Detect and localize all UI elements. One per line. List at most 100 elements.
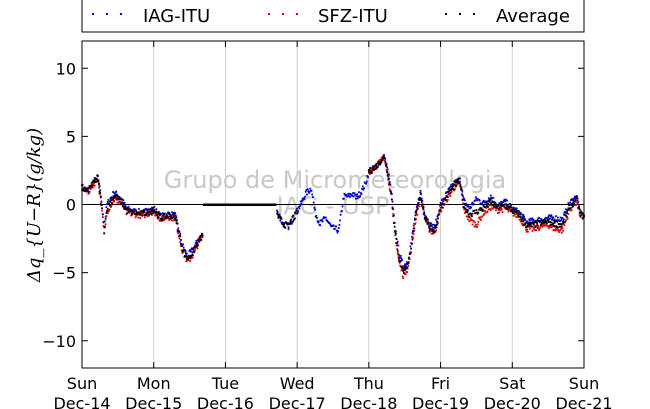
data-point [519, 213, 522, 216]
data-point [415, 209, 418, 212]
data-point [128, 211, 131, 214]
data-point [489, 208, 492, 211]
data-point [376, 165, 379, 168]
data-point [190, 248, 193, 251]
data-point [307, 190, 310, 193]
data-point [404, 268, 407, 270]
data-point [87, 186, 90, 189]
data-point [472, 203, 475, 205]
data-point [434, 227, 437, 229]
data-point [390, 198, 393, 201]
data-point [400, 257, 403, 260]
data-point [539, 225, 542, 228]
data-point [483, 212, 486, 215]
data-point [521, 222, 523, 225]
data-point [427, 224, 430, 226]
data-point [425, 217, 428, 220]
data-point [190, 247, 193, 250]
data-point [308, 191, 310, 194]
data-point [513, 213, 516, 216]
data-point [401, 265, 404, 268]
data-point [420, 197, 423, 200]
data-point [540, 217, 542, 220]
data-point [574, 199, 577, 201]
data-point [491, 200, 494, 203]
data-point [432, 228, 435, 231]
data-point [358, 191, 360, 194]
data-point [143, 211, 146, 214]
data-point [115, 197, 118, 200]
data-point [474, 199, 477, 202]
data-point [439, 210, 441, 213]
data-point [462, 195, 464, 198]
data-point [134, 212, 137, 215]
data-point [159, 212, 162, 215]
data-point [435, 223, 438, 226]
data-point [521, 216, 524, 219]
data-point [480, 207, 483, 210]
data-point [102, 225, 105, 227]
data-point [97, 181, 100, 183]
data-point [353, 192, 356, 195]
data-point [116, 194, 119, 197]
data-point [292, 220, 294, 223]
data-point [345, 194, 348, 196]
data-point [540, 221, 543, 224]
data-point [161, 219, 164, 222]
data-point [441, 202, 444, 205]
data-point [301, 199, 303, 202]
x-tick-date: Dec-17 [269, 394, 326, 409]
data-point [101, 207, 103, 210]
data-point [549, 215, 552, 217]
data-point [198, 240, 201, 243]
data-point [463, 203, 466, 205]
data-point [123, 205, 125, 208]
data-point [450, 189, 452, 192]
data-point [497, 208, 500, 211]
data-point [392, 215, 395, 217]
data-point [423, 211, 426, 213]
data-point [516, 211, 519, 214]
data-point [337, 227, 340, 229]
data-point [441, 198, 444, 201]
data-point [471, 223, 474, 226]
data-point [366, 175, 369, 177]
data-point [403, 268, 405, 271]
data-point [114, 195, 117, 198]
data-point [162, 214, 165, 217]
data-point [361, 187, 364, 190]
data-point [122, 199, 125, 202]
data-point [536, 224, 539, 227]
data-point [371, 165, 374, 168]
data-point [488, 197, 491, 200]
data-point [123, 207, 126, 210]
x-tick-date: Dec-15 [125, 394, 182, 409]
data-point [484, 205, 487, 208]
data-point [556, 220, 559, 223]
legend-item-IAG-ITU: IAG-ITU [92, 6, 210, 27]
data-point [336, 231, 339, 234]
data-point [151, 210, 153, 212]
data-point [396, 242, 399, 245]
data-point [515, 216, 518, 218]
data-point [433, 223, 436, 226]
data-point [375, 164, 378, 166]
data-point [134, 208, 137, 211]
data-point [503, 198, 506, 201]
data-point [467, 205, 470, 208]
data-point [463, 199, 466, 202]
data-point [361, 185, 364, 188]
data-point [482, 204, 485, 207]
data-point [182, 243, 184, 246]
data-point [408, 256, 410, 259]
data-point [303, 198, 306, 200]
data-point [185, 260, 188, 263]
data-point [557, 229, 560, 232]
data-point [500, 201, 503, 204]
data-point [446, 196, 449, 198]
data-point [288, 222, 291, 225]
data-point [487, 208, 490, 211]
data-point [432, 226, 435, 229]
data-point [161, 217, 164, 220]
data-point [398, 256, 401, 258]
